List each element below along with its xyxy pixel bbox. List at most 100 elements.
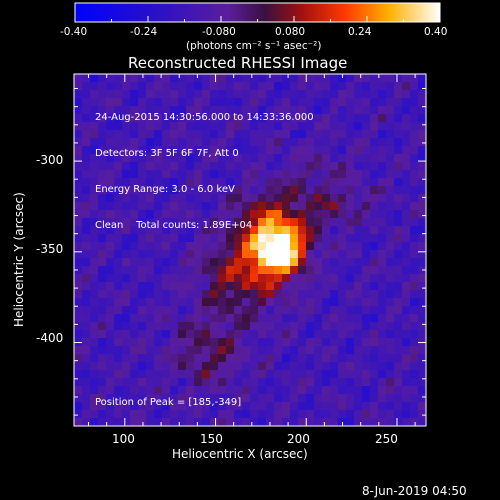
heatmap-cell bbox=[306, 418, 315, 426]
heatmap-cell bbox=[306, 402, 315, 411]
heatmap-cell bbox=[210, 178, 219, 187]
heatmap-cell bbox=[314, 386, 323, 395]
heatmap-cell bbox=[178, 114, 187, 123]
heatmap-cell bbox=[266, 298, 275, 307]
heatmap-cell bbox=[242, 274, 251, 283]
heatmap-cell bbox=[154, 226, 163, 235]
heatmap-cell bbox=[274, 370, 283, 379]
heatmap-cell bbox=[322, 370, 331, 379]
heatmap-cell bbox=[82, 354, 91, 363]
heatmap-cell bbox=[130, 386, 139, 395]
heatmap-cell bbox=[322, 170, 331, 179]
heatmap-cell bbox=[90, 322, 99, 331]
heatmap-cell bbox=[362, 314, 371, 323]
heatmap-cell bbox=[210, 114, 219, 123]
heatmap-cell bbox=[322, 162, 331, 171]
heatmap-cell bbox=[98, 266, 107, 275]
heatmap-cell bbox=[130, 418, 139, 426]
heatmap-cell bbox=[154, 274, 163, 283]
heatmap-cell bbox=[250, 178, 259, 187]
heatmap-cell bbox=[322, 250, 331, 259]
heatmap-cell bbox=[290, 250, 299, 259]
heatmap-cell bbox=[386, 122, 395, 131]
heatmap-cell bbox=[314, 114, 323, 123]
heatmap-cell bbox=[146, 74, 155, 83]
heatmap-cell bbox=[210, 242, 219, 251]
heatmap-cell bbox=[234, 410, 243, 419]
heatmap-cell bbox=[186, 162, 195, 171]
heatmap-cell bbox=[338, 242, 347, 251]
heatmap-cell bbox=[346, 306, 355, 315]
heatmap-cell bbox=[290, 130, 299, 139]
heatmap-cell bbox=[250, 346, 259, 355]
heatmap-cell bbox=[394, 122, 403, 131]
heatmap-cell bbox=[370, 154, 379, 163]
heatmap-cell bbox=[386, 378, 395, 387]
heatmap-cell bbox=[138, 298, 147, 307]
heatmap-cell bbox=[130, 210, 139, 219]
heatmap-cell bbox=[170, 202, 179, 211]
heatmap-cell bbox=[162, 186, 171, 195]
heatmap-cell bbox=[242, 362, 251, 371]
heatmap-cell bbox=[82, 394, 91, 403]
heatmap-cell bbox=[82, 138, 91, 147]
heatmap-cell bbox=[330, 306, 339, 315]
heatmap-cell bbox=[130, 322, 139, 331]
heatmap-cell bbox=[178, 122, 187, 131]
heatmap-cell bbox=[162, 162, 171, 171]
heatmap-cell bbox=[90, 186, 99, 195]
heatmap-cell bbox=[322, 186, 331, 195]
heatmap-cell bbox=[386, 386, 395, 395]
heatmap-cell bbox=[362, 194, 371, 203]
heatmap-cell bbox=[74, 146, 83, 155]
heatmap-cell bbox=[138, 266, 147, 275]
heatmap-cell bbox=[298, 282, 307, 291]
heatmap-cell bbox=[202, 178, 211, 187]
heatmap-cell bbox=[298, 314, 307, 323]
heatmap-cell bbox=[202, 314, 211, 323]
heatmap-cell bbox=[378, 90, 387, 99]
heatmap-cell bbox=[306, 258, 315, 267]
heatmap-cell bbox=[114, 282, 123, 291]
heatmap-cell bbox=[186, 210, 195, 219]
heatmap-cell bbox=[82, 282, 91, 291]
heatmap-cell bbox=[330, 162, 339, 171]
heatmap-cell bbox=[186, 250, 195, 259]
heatmap-cell bbox=[186, 74, 195, 83]
heatmap-cell bbox=[282, 330, 291, 339]
heatmap-cell bbox=[258, 210, 267, 219]
heatmap-cell bbox=[386, 90, 395, 99]
heatmap-cell bbox=[258, 346, 267, 355]
heatmap-cell bbox=[346, 106, 355, 115]
heatmap-cell bbox=[314, 282, 323, 291]
heatmap-cell bbox=[170, 418, 179, 426]
heatmap-cell bbox=[386, 282, 395, 291]
heatmap-cell bbox=[106, 98, 115, 107]
heatmap-cell bbox=[282, 90, 291, 99]
heatmap-cell bbox=[82, 386, 91, 395]
heatmap-cell bbox=[338, 98, 347, 107]
heatmap-cell bbox=[82, 298, 91, 307]
heatmap-cell bbox=[354, 130, 363, 139]
heatmap-cell bbox=[170, 258, 179, 267]
heatmap-cell bbox=[138, 170, 147, 179]
heatmap-cell bbox=[210, 98, 219, 107]
heatmap-cell bbox=[194, 138, 203, 147]
heatmap-cell bbox=[370, 322, 379, 331]
heatmap-cell bbox=[410, 266, 419, 275]
heatmap-cell bbox=[138, 146, 147, 155]
heatmap-cell bbox=[314, 258, 323, 267]
heatmap-cell bbox=[338, 146, 347, 155]
heatmap-cell bbox=[346, 250, 355, 259]
heatmap-cell bbox=[298, 322, 307, 331]
heatmap-cell bbox=[154, 146, 163, 155]
heatmap-cell bbox=[130, 378, 139, 387]
heatmap-cell bbox=[138, 218, 147, 227]
heatmap-cell bbox=[98, 354, 107, 363]
heatmap-cell bbox=[138, 106, 147, 115]
heatmap-cell bbox=[138, 202, 147, 211]
heatmap-cell bbox=[242, 410, 251, 419]
heatmap-cell bbox=[210, 274, 219, 283]
heatmap-cell bbox=[306, 386, 315, 395]
heatmap-cell bbox=[258, 234, 267, 243]
